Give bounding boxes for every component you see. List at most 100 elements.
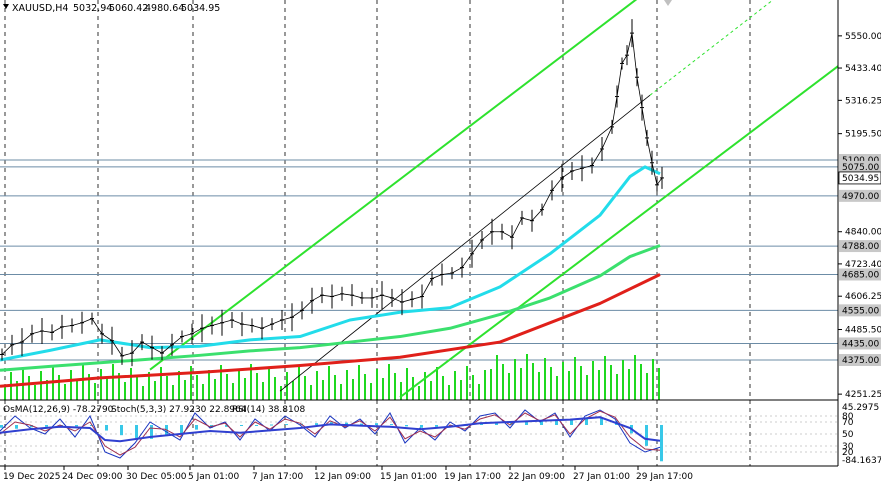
price-tag-box [838, 171, 881, 185]
chart-shift-marker-icon[interactable] [664, 0, 672, 6]
channel-line[interactable] [399, 65, 839, 399]
osma-bar [0, 424, 3, 428]
price-tag-text: 5034.95 [842, 174, 879, 184]
price-tag-box [839, 189, 881, 202]
osma-bar [225, 424, 228, 427]
channel-line[interactable] [149, 0, 650, 371]
volume-bar [100, 369, 102, 400]
price-tag-box [839, 268, 881, 281]
volume-bar [118, 373, 120, 400]
osma-bar [405, 424, 408, 427]
volume-bar [142, 386, 144, 400]
volume-bar [124, 382, 126, 400]
time-tick-label: 19 Dec 2025 [3, 472, 61, 482]
time-axis[interactable]: 19 Dec 2025 24 Dec 09:00 30 Dec 05:00 5 Jan… [3, 466, 693, 482]
volume-bar [388, 364, 390, 400]
volume-bar [352, 379, 354, 400]
volume-bar [616, 374, 618, 400]
price-tick-label: 4840.00 [845, 228, 881, 238]
osma-bar [495, 422, 498, 425]
volume-bar [430, 381, 432, 400]
volume-bar [304, 376, 306, 400]
volume-bar [526, 354, 528, 400]
osma-bar [255, 424, 258, 426]
oscillator-tick-label: 50 [842, 430, 854, 440]
price-tick-label: 4251.25 [845, 390, 881, 400]
volume-bar [112, 364, 114, 400]
volume-bar [136, 377, 138, 400]
volume-bar [196, 375, 198, 400]
moving-averages [0, 165, 661, 388]
oscillator-lines [0, 409, 661, 459]
volume-bar [244, 378, 246, 400]
volume-bar [262, 382, 264, 400]
time-tick-label: 19 Jan 17:00 [444, 472, 501, 482]
volume-bar [40, 371, 42, 400]
time-tick-label: 27 Jan 01:00 [573, 472, 630, 482]
price-pane[interactable] [0, 0, 839, 466]
oscillator-tick-label: 70 [842, 418, 854, 428]
stoch_main-line [0, 409, 661, 459]
osma-bar [240, 424, 243, 426]
stoch_signal-line [0, 410, 661, 456]
volume-bar [58, 375, 60, 400]
ohlc-low: 4980.64 [145, 3, 184, 14]
ema_mid-line [0, 244, 661, 372]
time-tick-label: 15 Jan 01:00 [380, 472, 437, 482]
volume-bar [634, 355, 636, 400]
time-tick-label: 7 Jan 17:00 [252, 472, 304, 482]
volume-bar [202, 384, 204, 400]
volume-bar [274, 377, 276, 400]
volume-bar [370, 383, 372, 400]
volume-bar [376, 369, 378, 400]
volume-bar [280, 386, 282, 400]
symbol-dropdown-icon[interactable] [3, 4, 9, 9]
price-tag-box [839, 337, 881, 350]
osma-axis-min: -84.1637 [842, 456, 881, 466]
volume-bar [208, 370, 210, 400]
price-tag-text: 5075.00 [842, 163, 879, 173]
price-tag-box [839, 304, 881, 317]
volume-bar [70, 370, 72, 400]
price-tag-text: 4435.00 [842, 339, 879, 349]
osma-bar [570, 419, 573, 425]
rsi-line [0, 416, 661, 443]
osma-bar [345, 422, 348, 425]
time-tick-label: 12 Jan 09:00 [314, 472, 371, 482]
volume-bar [292, 381, 294, 400]
volume-bar [358, 365, 360, 400]
volume-bar [472, 375, 474, 400]
ohlc-close: 5034.95 [181, 3, 220, 14]
volume-bar [130, 368, 132, 400]
osma-bar [150, 424, 153, 439]
osma-bar [195, 424, 198, 430]
volume-bar [256, 373, 258, 400]
volume-bar [160, 367, 162, 400]
volume-bar [418, 386, 420, 400]
volume-bar [424, 372, 426, 400]
osma-bar [525, 421, 528, 425]
oscillator-tick-label: 30 [842, 442, 854, 452]
price-tag-text: 4375.00 [842, 356, 879, 366]
price-axis[interactable]: 5550.00 5433.40 5316.25 5195.50 4840.00 4723.… [838, 32, 881, 400]
osma-axis-max: 45.2975 [842, 403, 879, 413]
osma-bar [600, 418, 603, 425]
volume-bar [220, 365, 222, 400]
volume-bar [298, 367, 300, 400]
volume-bar [502, 364, 504, 400]
volume-bar [214, 379, 216, 400]
volume-bar [250, 364, 252, 400]
osma-bar [120, 424, 123, 436]
volume-bar [310, 385, 312, 400]
volume-bar [172, 385, 174, 400]
volume-bar [322, 380, 324, 400]
symbol-label: XAUUSD,H4 [12, 3, 68, 14]
volume-bar [640, 364, 642, 400]
indicator-pane[interactable] [0, 409, 838, 462]
volume-bar [190, 366, 192, 400]
volume-bar [76, 379, 78, 400]
volume-bar [460, 380, 462, 400]
volume-bar [34, 385, 36, 400]
